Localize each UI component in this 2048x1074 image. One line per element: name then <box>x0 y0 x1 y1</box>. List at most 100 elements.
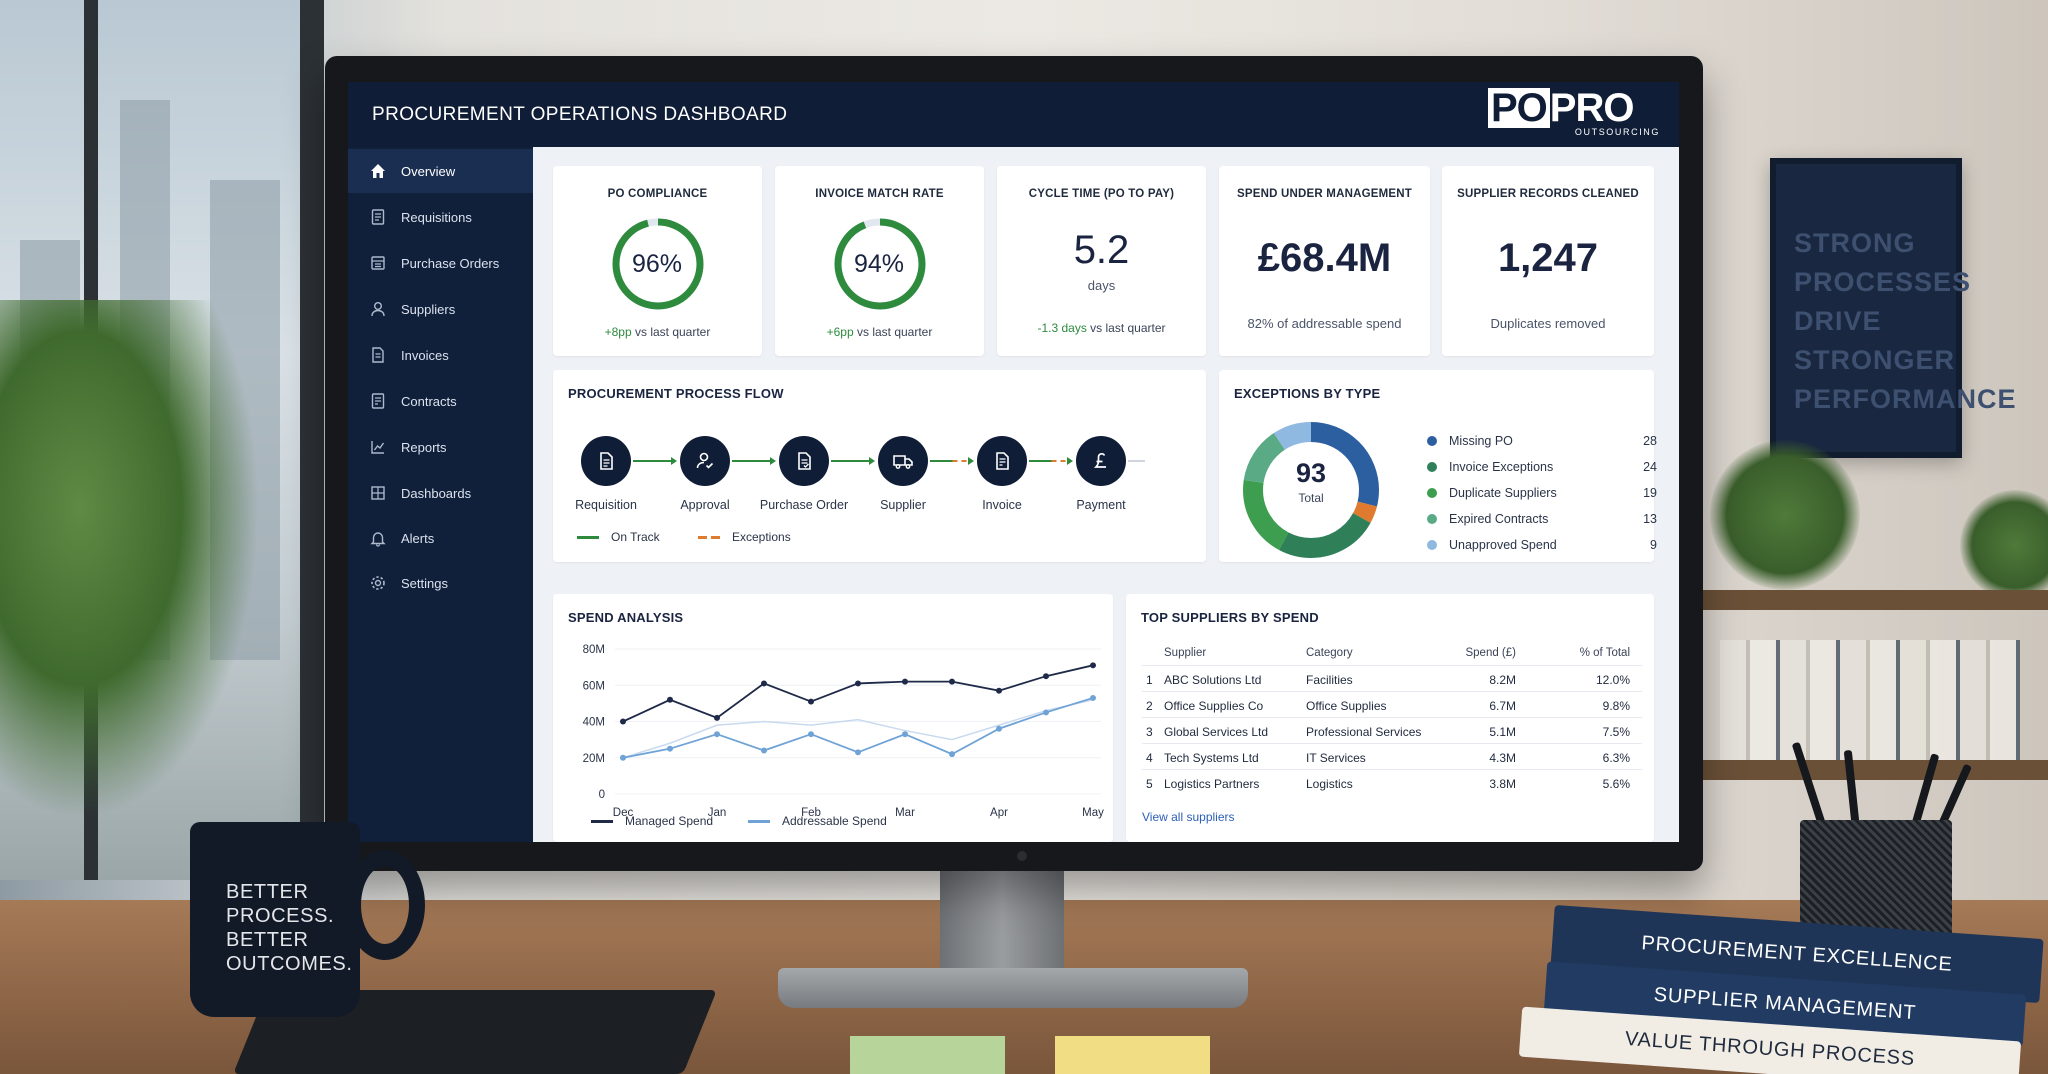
row-pct: 5.6% <box>1602 777 1630 791</box>
sidebar-item-label: Suppliers <box>401 301 456 317</box>
table-row[interactable]: 2 Office Supplies Co Office Supplies 6.7… <box>1142 692 1642 718</box>
table-header: Supplier Category Spend (£) % of Total <box>1142 640 1642 666</box>
section-title: EXCEPTIONS BY TYPE <box>1234 386 1381 401</box>
data-point[interactable] <box>620 754 626 761</box>
sidebar-item-label: Contracts <box>401 393 457 409</box>
data-point[interactable] <box>714 714 720 721</box>
series-line[interactable] <box>622 697 1094 759</box>
kpi-subtext: 82% of addressable spend <box>1247 316 1402 331</box>
invoice-icon <box>369 346 387 364</box>
sidebar-item-requisitions[interactable]: Requisitions <box>348 195 533 239</box>
sidebar-item-suppliers[interactable]: Suppliers <box>348 287 533 331</box>
sidebar-item-label: Overview <box>401 163 456 179</box>
x-tick-label: Jan <box>708 807 727 819</box>
row-spend: 8.2M <box>1489 673 1516 687</box>
section-title: PROCUREMENT PROCESS FLOW <box>568 386 784 401</box>
process-step-invoice[interactable]: Invoice <box>947 436 1057 512</box>
donut-slice[interactable] <box>1243 422 1379 558</box>
data-point[interactable] <box>855 680 861 687</box>
poster-line: PROCESSES <box>1794 267 1972 297</box>
x-tick-label: Mar <box>895 807 915 819</box>
exception-count: 28 <box>1643 434 1657 448</box>
column-header-category[interactable]: Category <box>1306 647 1353 659</box>
column-header-supplier[interactable]: Supplier <box>1164 647 1207 659</box>
exception-name: Invoice Exceptions <box>1449 460 1554 474</box>
data-point[interactable] <box>1090 662 1096 669</box>
process-step-requisition[interactable]: Requisition <box>551 436 661 512</box>
view-all-suppliers-link[interactable]: View all suppliers <box>1142 810 1235 824</box>
data-point[interactable] <box>902 731 908 738</box>
sidebar-item-label: Invoices <box>401 347 449 363</box>
spend-line-chart[interactable]: 0 20M 40M 60M 80M Dec Jan Feb Mar Apr May <box>553 594 1113 842</box>
sidebar-item-reports[interactable]: Reports <box>348 425 533 469</box>
legend-swatch <box>748 819 770 823</box>
data-point[interactable] <box>1090 694 1096 701</box>
company-logo: POPRO OUTSOURCING <box>1488 88 1664 138</box>
exceptions-donut[interactable] <box>1241 420 1381 560</box>
sidebar-item-settings[interactable]: Settings <box>348 561 533 605</box>
poster-line: DRIVE <box>1794 306 1882 336</box>
legend-dot <box>1427 436 1437 446</box>
sidebar-item-purchase-orders[interactable]: Purchase Orders <box>348 241 533 285</box>
process-step-payment[interactable]: Payment <box>1046 436 1156 512</box>
exception-row-duplicate-suppliers[interactable]: Duplicate Suppliers 19 <box>1427 486 1657 500</box>
column-header-spend[interactable]: Spend (£) <box>1465 647 1516 659</box>
process-step-supplier[interactable]: Supplier <box>848 436 958 512</box>
donut-slice[interactable] <box>1243 422 1379 558</box>
y-tick-label: 40M <box>583 717 605 729</box>
data-point[interactable] <box>996 687 1002 694</box>
data-point[interactable] <box>620 718 626 725</box>
exception-row-expired-contracts[interactable]: Expired Contracts 13 <box>1427 512 1657 526</box>
column-header-pct[interactable]: % of Total <box>1579 647 1630 659</box>
donut-slice[interactable] <box>1243 422 1379 558</box>
grid-icon <box>369 484 387 502</box>
table-row[interactable]: 5 Logistics Partners Logistics 3.8M 5.6% <box>1142 770 1642 796</box>
row-supplier: Global Services Ltd <box>1164 725 1269 739</box>
data-point[interactable] <box>808 698 814 705</box>
process-step-approval[interactable]: Approval <box>650 436 760 512</box>
kpi-delta-value: +8pp <box>604 325 632 339</box>
process-step-label: Payment <box>1076 498 1126 512</box>
data-point[interactable] <box>996 725 1002 732</box>
kpi-card-invoice-match[interactable]: INVOICE MATCH RATE 94% +6pp vs last quar… <box>775 166 984 356</box>
kpi-card-cycle-time[interactable]: CYCLE TIME (PO TO PAY) 5.2 days -1.3 day… <box>997 166 1206 356</box>
row-spend: 3.8M <box>1489 777 1516 791</box>
data-point[interactable] <box>667 745 673 752</box>
kpi-card-spend-under-management[interactable]: SPEND UNDER MANAGEMENT £68.4M 82% of add… <box>1219 166 1430 356</box>
data-point[interactable] <box>1043 709 1049 716</box>
data-point[interactable] <box>949 751 955 758</box>
data-point[interactable] <box>714 731 720 738</box>
sidebar-item-alerts[interactable]: Alerts <box>348 516 533 560</box>
spend-analysis-card: SPEND ANALYSIS 0 20M 40M 60M 80M Dec Jan Feb Mar… <box>553 594 1113 842</box>
kpi-card-po-compliance[interactable]: PO COMPLIANCE 96% +8pp vs last quarter <box>553 166 762 356</box>
exception-row-unapproved-spend[interactable]: Unapproved Spend 9 <box>1427 538 1657 552</box>
sidebar-item-dashboards[interactable]: Dashboards <box>348 471 533 515</box>
table-row[interactable]: 4 Tech Systems Ltd IT Services 4.3M 6.3% <box>1142 744 1642 770</box>
data-point[interactable] <box>761 680 767 687</box>
exception-row-missing-po[interactable]: Missing PO 28 <box>1427 434 1657 448</box>
sidebar-item-invoices[interactable]: Invoices <box>348 333 533 377</box>
legend-on-track: On Track <box>577 530 660 544</box>
sticky-note <box>850 1036 1005 1074</box>
data-point[interactable] <box>667 696 673 703</box>
table-row[interactable]: 3 Global Services Ltd Professional Servi… <box>1142 718 1642 744</box>
sidebar-item-overview[interactable]: Overview <box>348 149 533 193</box>
mug-text-line: BETTER <box>226 929 309 951</box>
data-point[interactable] <box>855 749 861 756</box>
table-row[interactable]: 1 ABC Solutions Ltd Facilities 8.2M 12.0… <box>1142 666 1642 692</box>
process-step-purchase-order[interactable]: Purchase Order <box>749 436 859 512</box>
data-point[interactable] <box>808 731 814 738</box>
row-spend: 6.7M <box>1489 699 1516 713</box>
exception-row-invoice[interactable]: Invoice Exceptions 24 <box>1427 460 1657 474</box>
kpi-card-supplier-records[interactable]: SUPPLIER RECORDS CLEANED 1,247 Duplicate… <box>1442 166 1654 356</box>
series-line[interactable] <box>622 664 1094 723</box>
kpi-value: 5.2 <box>1073 228 1130 272</box>
series-line[interactable] <box>622 699 1094 759</box>
data-point[interactable] <box>761 747 767 754</box>
exceptions-total-label: Total <box>1298 491 1324 505</box>
data-point[interactable] <box>1043 673 1049 680</box>
sidebar-item-contracts[interactable]: Contracts <box>348 379 533 423</box>
row-spend: 4.3M <box>1489 751 1516 765</box>
data-point[interactable] <box>949 678 955 685</box>
data-point[interactable] <box>902 678 908 685</box>
